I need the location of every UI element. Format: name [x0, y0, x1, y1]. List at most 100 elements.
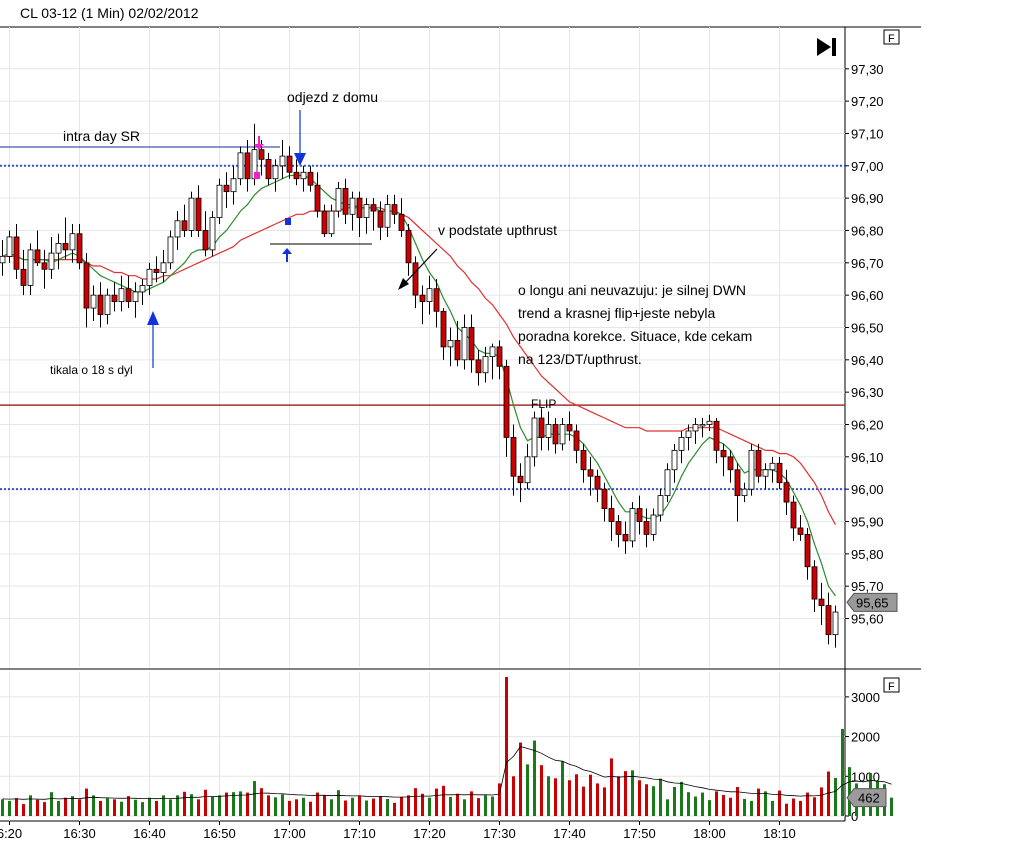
volume-bar — [561, 761, 564, 816]
last-price-tag: 95,65 — [846, 592, 898, 612]
candle-body-up — [426, 288, 433, 303]
candle — [83, 253, 90, 328]
candle-body-up — [832, 611, 839, 636]
volume-bar — [43, 802, 46, 816]
candle-body-up — [706, 420, 713, 425]
candle-body-down — [790, 501, 797, 529]
volume-bar — [778, 790, 781, 816]
candle-body-up — [664, 469, 671, 497]
arrow-upthrust — [398, 248, 438, 290]
small-up-arrow — [282, 248, 292, 262]
candle-body-down — [734, 469, 741, 497]
price-tick-label: 96,00 — [851, 482, 884, 497]
volume-bar — [148, 797, 151, 816]
candle-body-up — [90, 294, 97, 309]
arrow-tikala-head — [147, 311, 159, 325]
candle-body-down — [62, 243, 69, 251]
candle-body-down — [293, 171, 300, 180]
candle — [244, 139, 251, 192]
time-tick-label: 17:40 — [553, 826, 586, 841]
volume-bar — [820, 787, 823, 816]
candle — [531, 411, 538, 467]
price-panel-button[interactable]: F — [883, 29, 900, 45]
volume-bar — [218, 795, 221, 816]
candle-body-up — [55, 243, 62, 254]
candle — [671, 443, 678, 483]
volume-bar — [78, 799, 81, 816]
candle — [783, 469, 790, 516]
candle — [804, 527, 811, 580]
candle-body-up — [447, 340, 454, 348]
price-tick-label: 96,90 — [851, 191, 884, 206]
price-tick-label: 97,20 — [851, 94, 884, 109]
volume-bar — [575, 774, 578, 816]
candle — [314, 172, 321, 218]
volume-bar — [407, 795, 410, 816]
candle — [405, 224, 412, 276]
candle — [734, 463, 741, 522]
candle-body-up — [650, 514, 657, 535]
candle-body-down — [377, 210, 384, 228]
volume-bar — [253, 781, 256, 816]
skip-to-end-icon[interactable] — [817, 38, 836, 56]
volume-bar — [540, 765, 543, 816]
candle — [475, 350, 482, 386]
candle — [125, 275, 132, 309]
candle — [482, 346, 489, 383]
candle-body-down — [314, 184, 321, 212]
candle-body-down — [405, 230, 412, 264]
note-line-4: na 123/DT/upthrust. — [518, 351, 642, 367]
candle-body-down — [97, 294, 104, 315]
volume-bar — [400, 796, 403, 816]
candle-body-up — [461, 327, 468, 361]
candle — [580, 443, 587, 483]
candle-body-up — [48, 252, 55, 270]
volume-average — [2, 746, 892, 800]
volume-bar — [764, 791, 767, 816]
volume-bar — [379, 796, 382, 816]
volume-bar — [351, 797, 354, 816]
candle — [790, 495, 797, 541]
candle-body-down — [608, 508, 615, 522]
candle — [741, 482, 748, 503]
candle-body-up — [230, 178, 237, 193]
candle-body-down — [566, 424, 573, 432]
candle — [20, 249, 27, 296]
candle — [160, 249, 167, 283]
candle-body-down — [510, 437, 517, 477]
candle-body-down — [776, 462, 783, 484]
candle — [370, 198, 377, 231]
candle — [762, 463, 769, 490]
candle — [552, 418, 559, 454]
candle — [825, 592, 832, 645]
candle-body-down — [818, 598, 825, 606]
volume-bar — [50, 792, 53, 816]
volume-bar — [512, 776, 515, 816]
price-tick-label: 96,50 — [851, 320, 884, 335]
price-tick-label: 97,00 — [851, 159, 884, 174]
volume-bar — [330, 799, 333, 816]
candle — [776, 456, 783, 490]
tikala-label: tikala o 18 s dyl — [50, 363, 133, 377]
volume-bar — [281, 794, 284, 816]
candle — [216, 178, 223, 225]
candle — [769, 456, 776, 483]
candle-body-up — [27, 249, 34, 286]
volume-bar — [183, 791, 186, 816]
volume-bar — [302, 797, 305, 816]
volume-panel-button-frame — [883, 677, 900, 693]
candle-body-down — [125, 288, 132, 303]
volume-bar — [890, 797, 893, 816]
volume-bar — [673, 787, 676, 816]
candle — [755, 443, 762, 483]
candle — [69, 224, 76, 263]
volume-bar — [386, 798, 389, 816]
candle-body-down — [468, 327, 475, 361]
volume-bar — [554, 778, 557, 816]
volume-bar — [22, 804, 25, 816]
volume-panel-button[interactable]: F — [883, 677, 900, 693]
candle-body-up — [762, 469, 769, 477]
candle — [629, 502, 636, 548]
candle-body-down — [720, 449, 727, 458]
blue-marker — [285, 218, 291, 225]
